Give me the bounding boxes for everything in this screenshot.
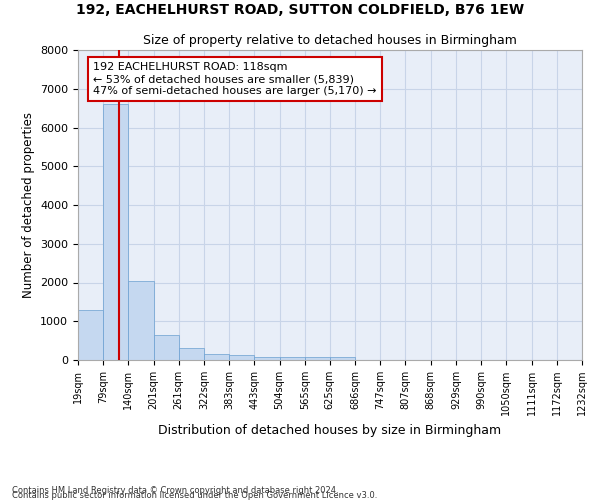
Bar (305, 357, 330, 360)
Bar (229, 355, 254, 360)
Bar (154, 335, 179, 360)
Bar (330, 357, 355, 360)
X-axis label: Distribution of detached houses by size in Birmingham: Distribution of detached houses by size … (158, 424, 502, 436)
Text: Contains public sector information licensed under the Open Government Licence v3: Contains public sector information licen… (12, 490, 377, 500)
Bar (128, 280, 154, 360)
Bar (280, 357, 305, 360)
Y-axis label: Number of detached properties: Number of detached properties (22, 112, 35, 298)
Bar (254, 357, 280, 360)
Text: 192, EACHELHURST ROAD, SUTTON COLDFIELD, B76 1EW: 192, EACHELHURST ROAD, SUTTON COLDFIELD,… (76, 2, 524, 16)
Text: Contains HM Land Registry data © Crown copyright and database right 2024.: Contains HM Land Registry data © Crown c… (12, 486, 338, 495)
Text: 192 EACHELHURST ROAD: 118sqm
← 53% of detached houses are smaller (5,839)
47% of: 192 EACHELHURST ROAD: 118sqm ← 53% of de… (93, 62, 377, 96)
Bar (103, 104, 128, 360)
Bar (179, 348, 204, 360)
Bar (204, 354, 229, 360)
Title: Size of property relative to detached houses in Birmingham: Size of property relative to detached ho… (143, 34, 517, 48)
Bar (78, 310, 103, 360)
